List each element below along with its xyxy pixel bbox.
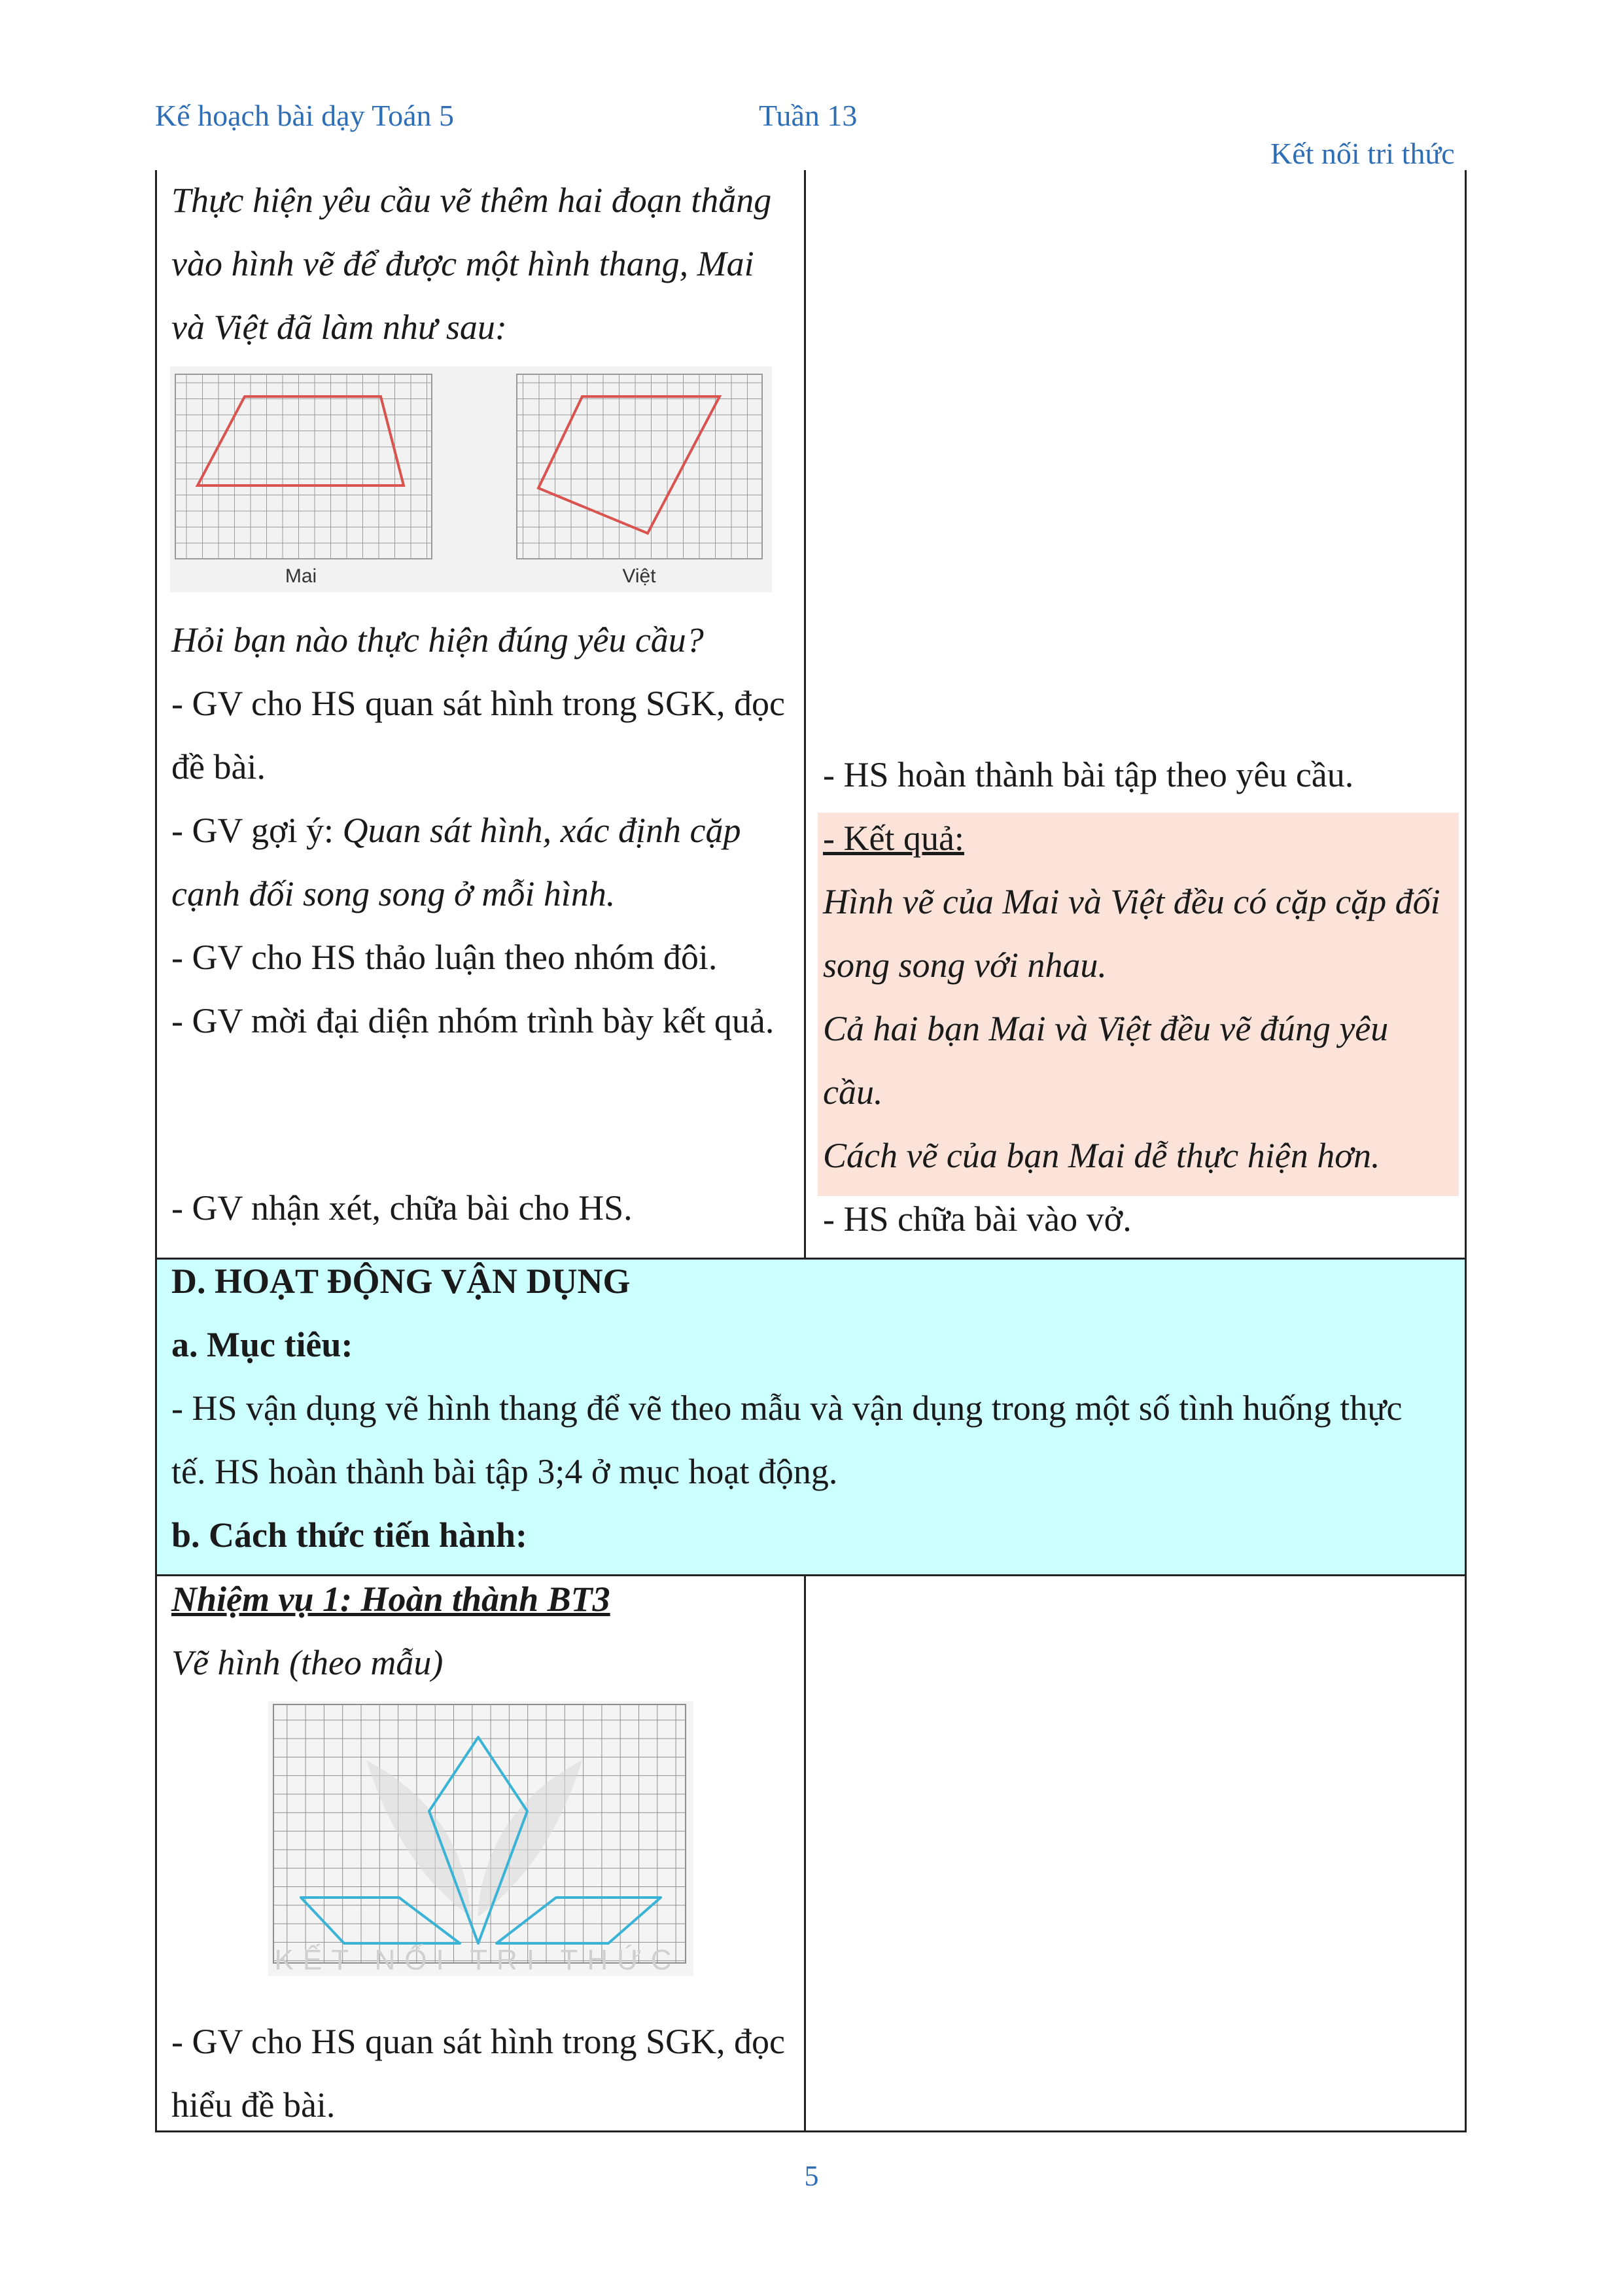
goal-text: - HS vận dụng vẽ hình thang để vẽ theo m…: [171, 1388, 1403, 1428]
hint: - GV gợi ý: Quan sát hình, xác định cặp: [171, 799, 794, 862]
table-border-left: [155, 170, 157, 2132]
row-divider-1: [155, 1258, 1467, 1260]
section-d: D. HOẠT ĐỘNG VẬN DỤNG a. Mục tiêu: - HS …: [171, 1250, 1457, 1567]
header-lesson-plan: Kế hoạch bài dạy Toán 5: [155, 99, 455, 132]
prompt-line: vào hình vẽ để được một hình thang, Mai: [171, 244, 754, 283]
task1-step: - GV cho HS quan sát hình trong SGK, đọc: [171, 2022, 785, 2061]
watermark-text: KẾT NỐI TRI THỨC: [275, 1943, 681, 1976]
step-observe-cont: đề bài.: [171, 747, 266, 786]
result-line: Cả hai bạn Mai và Việt đều vẽ đúng yêu: [823, 1009, 1389, 1048]
question: Hỏi bạn nào thực hiện đúng yêu cầu?: [171, 620, 704, 660]
mai-trapezoid: [195, 395, 406, 487]
task1-heading: Nhiệm vụ 1: Hoàn thành BT3: [171, 1580, 610, 1619]
hint-text-cont: cạnh đối song song ở mỗi hình.: [171, 874, 616, 913]
task1-instruction: Vẽ hình (theo mẫu): [171, 1643, 444, 1682]
hs-fix: - HS chữa bài vào vở.: [823, 1199, 1132, 1239]
pattern-grid: [273, 1704, 686, 1964]
row1-left-steps: Hỏi bạn nào thực hiện đúng yêu cầu? - GV…: [171, 609, 794, 1053]
result-line: song song với nhau.: [823, 945, 1107, 985]
row-divider-2: [155, 1574, 1467, 1576]
section-title: D. HOẠT ĐỘNG VẬN DỤNG: [171, 1262, 631, 1301]
step-discuss: - GV cho HS thảo luận theo nhóm đôi.: [171, 938, 718, 977]
result-line: cầu.: [823, 1072, 883, 1112]
result-highlight: [818, 813, 1459, 1196]
table-border-bottom: [155, 2130, 1467, 2132]
result-heading: - Kết quả:: [823, 819, 964, 858]
trapezoid-figures: Mai Việt: [170, 366, 772, 592]
step-present: - GV mời đại diện nhóm trình bày kết quả…: [171, 1001, 775, 1040]
method-heading: b. Cách thức tiến hành:: [171, 1515, 527, 1555]
task1-steps: - GV cho HS quan sát hình trong SGK, đọc…: [171, 2010, 794, 2137]
column-divider-top: [804, 170, 806, 1259]
pattern-shape: [300, 1736, 662, 1945]
page-number: 5: [804, 2160, 819, 2192]
hs-complete: - HS hoàn thành bài tập theo yêu cầu.: [823, 755, 1354, 794]
result-line: Hình vẽ của Mai và Việt đều có cặp cặp đ…: [823, 882, 1440, 921]
column-divider-bottom: [804, 1576, 806, 2132]
step-review: - GV nhận xét, chữa bài cho HS.: [171, 1188, 633, 1227]
task1-header: Nhiệm vụ 1: Hoàn thành BT3 Vẽ hình (theo…: [171, 1568, 794, 1695]
result-line: Cách vẽ của bạn Mai dễ thực hiện hơn.: [823, 1136, 1380, 1175]
header-week: Tuần 13: [759, 99, 858, 132]
viet-quadrilateral: [536, 395, 722, 535]
hint-prefix: - GV gợi ý:: [171, 811, 343, 850]
section-d-background: [157, 1260, 1465, 1576]
viet-grid: [516, 374, 763, 559]
pattern-figure: KẾT NỐI TRI THỨC: [268, 1701, 693, 1976]
watermark-leaf: [366, 1760, 582, 1917]
prompt-line: và Việt đã làm như sau:: [171, 308, 507, 347]
row1-right-content: - HS hoàn thành bài tập theo yêu cầu. - …: [823, 743, 1457, 1251]
exercise-prompt: Thực hiện yêu cầu vẽ thêm hai đoạn thẳng…: [171, 169, 793, 359]
prompt-line: Thực hiện yêu cầu vẽ thêm hai đoạn thẳng: [171, 181, 772, 220]
mai-label: Mai: [285, 565, 317, 587]
goal-text-cont: tế. HS hoàn thành bài tập 3;4 ở mục hoạt…: [171, 1452, 838, 1491]
goal-heading: a. Mục tiêu:: [171, 1325, 353, 1364]
step-observe: - GV cho HS quan sát hình trong SGK, đọc: [171, 684, 785, 723]
table-border-right: [1465, 170, 1467, 2132]
mai-grid: [175, 374, 432, 559]
viet-label: Việt: [622, 565, 656, 587]
task1-step-cont: hiểu đề bài.: [171, 2085, 336, 2125]
header-series: Kết nối tri thức: [1270, 137, 1455, 170]
hint-text: Quan sát hình, xác định cặp: [342, 811, 741, 850]
